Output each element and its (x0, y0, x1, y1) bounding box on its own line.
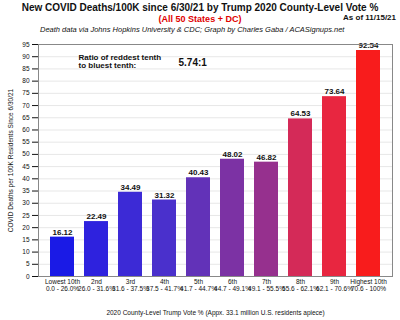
svg-text:46.82: 46.82 (256, 153, 277, 162)
svg-text:60: 60 (22, 126, 30, 133)
svg-text:92.54: 92.54 (358, 41, 379, 50)
svg-text:6th44.7 - 49.1%: 6th44.7 - 49.1% (214, 278, 251, 292)
svg-text:70: 70 (22, 102, 30, 109)
svg-text:31.32: 31.32 (154, 191, 175, 200)
svg-text:Lowest 10th0.0 - 26.0%: Lowest 10th0.0 - 26.0% (45, 278, 80, 292)
svg-text:16.12: 16.12 (52, 228, 73, 237)
svg-text:40: 40 (22, 175, 30, 182)
svg-text:15: 15 (22, 236, 30, 243)
svg-text:0: 0 (26, 273, 30, 280)
svg-text:30: 30 (22, 199, 30, 206)
svg-text:95: 95 (22, 41, 30, 48)
svg-text:35: 35 (22, 187, 30, 194)
svg-text:90: 90 (22, 53, 30, 60)
svg-text:5th41.7 - 44.7%: 5th41.7 - 44.7% (180, 278, 217, 292)
svg-text:7th49.1 - 55.5%: 7th49.1 - 55.5% (248, 278, 285, 292)
svg-text:80: 80 (22, 77, 30, 84)
svg-text:2nd26.0 - 31.6%: 2nd26.0 - 31.6% (78, 278, 115, 292)
svg-text:COVID Deaths per 100K Resident: COVID Deaths per 100K Residents Since 6/… (7, 88, 15, 232)
svg-text:85: 85 (22, 65, 30, 72)
svg-text:75: 75 (22, 89, 30, 96)
svg-text:25: 25 (22, 212, 30, 219)
svg-text:Ratio of reddest tenthto blues: Ratio of reddest tenthto bluest tenth: (79, 53, 162, 70)
html-text:New COVID Deaths/100K since 6/: New COVID Deaths/100K since 6/30/21 by T… (21, 2, 379, 13)
svg-text:50: 50 (22, 150, 30, 157)
svg-text:5.74:1: 5.74:1 (179, 57, 208, 68)
svg-text:48.02: 48.02 (222, 150, 243, 159)
svg-text:20: 20 (22, 224, 30, 231)
svg-text:45: 45 (22, 163, 30, 170)
html-text:(All 50 States + DC): (All 50 States + DC) (158, 14, 242, 24)
svg-text:3rd31.6 - 37.5%: 3rd31.6 - 37.5% (112, 278, 149, 292)
html-text:As of 11/15/21: As of 11/15/21 (343, 13, 396, 22)
svg-text:64.53: 64.53 (290, 109, 311, 118)
svg-text:40.43: 40.43 (188, 168, 209, 177)
svg-text:55: 55 (22, 138, 30, 145)
svg-text:65: 65 (22, 114, 30, 121)
svg-text:4th37.5 - 41.7%: 4th37.5 - 41.7% (146, 278, 183, 292)
svg-text:73.64: 73.64 (324, 87, 345, 96)
svg-text:8th55.6 - 62.1%: 8th55.6 - 62.1% (282, 278, 319, 292)
svg-text:Highest 10th70.6 - 100%: Highest 10th70.6 - 100% (350, 278, 387, 292)
svg-text:10: 10 (22, 248, 30, 255)
svg-text:34.49: 34.49 (120, 183, 141, 192)
svg-text:5: 5 (26, 260, 30, 267)
html-text:Death data via Johns Hopkins U: Death data via Johns Hopkins University … (40, 25, 345, 34)
svg-text:9th62.1 - 70.6%: 9th62.1 - 70.6% (316, 278, 353, 292)
svg-text:22.49: 22.49 (86, 212, 107, 221)
svg-text:2020 County-Level Trump Vote %: 2020 County-Level Trump Vote % (Appx. 33… (106, 309, 324, 317)
